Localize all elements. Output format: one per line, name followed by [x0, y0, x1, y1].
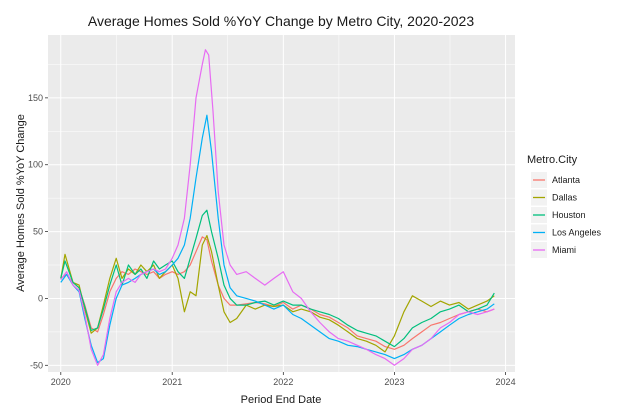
series-lines — [60, 49, 495, 366]
x-tick-label: 2021 — [162, 377, 182, 387]
chart-title: Average Homes Sold %YoY Change by Metro … — [88, 13, 474, 29]
y-axis-title: Average Homes Sold %YoY Change — [15, 114, 27, 292]
x-axis-title: Period End Date — [241, 394, 322, 406]
x-tick-label: 2020 — [51, 377, 71, 387]
legend-label: Los Angeles — [552, 228, 602, 238]
grid-major — [48, 35, 515, 372]
legend-label: Miami — [552, 245, 576, 255]
legend-title: Metro.City — [527, 154, 578, 166]
legend-label: Houston — [552, 210, 586, 220]
y-tick-label: 150 — [28, 93, 43, 103]
y-axis: -50 0 50 100 150 — [28, 93, 48, 370]
series-line-los-angeles — [60, 114, 495, 364]
x-tick-label: 2023 — [384, 377, 404, 387]
series-line-miami — [60, 49, 495, 366]
x-tick-label: 2024 — [496, 377, 516, 387]
series-line-dallas — [60, 235, 495, 353]
legend: Metro.City Atlanta Dallas Houston Los Angel… — [527, 154, 602, 258]
y-tick-label: 0 — [38, 293, 43, 303]
y-tick-label: 50 — [33, 227, 43, 237]
y-tick-label: -50 — [30, 360, 43, 370]
grid-minor — [48, 35, 515, 372]
x-tick-label: 2022 — [273, 377, 293, 387]
y-tick-label: 100 — [28, 160, 43, 170]
series-line-houston — [60, 209, 495, 348]
x-axis: 2020 2021 2022 2023 2024 — [51, 372, 516, 387]
legend-label: Atlanta — [552, 175, 580, 185]
plot-panel — [48, 35, 515, 372]
legend-label: Dallas — [552, 193, 578, 203]
